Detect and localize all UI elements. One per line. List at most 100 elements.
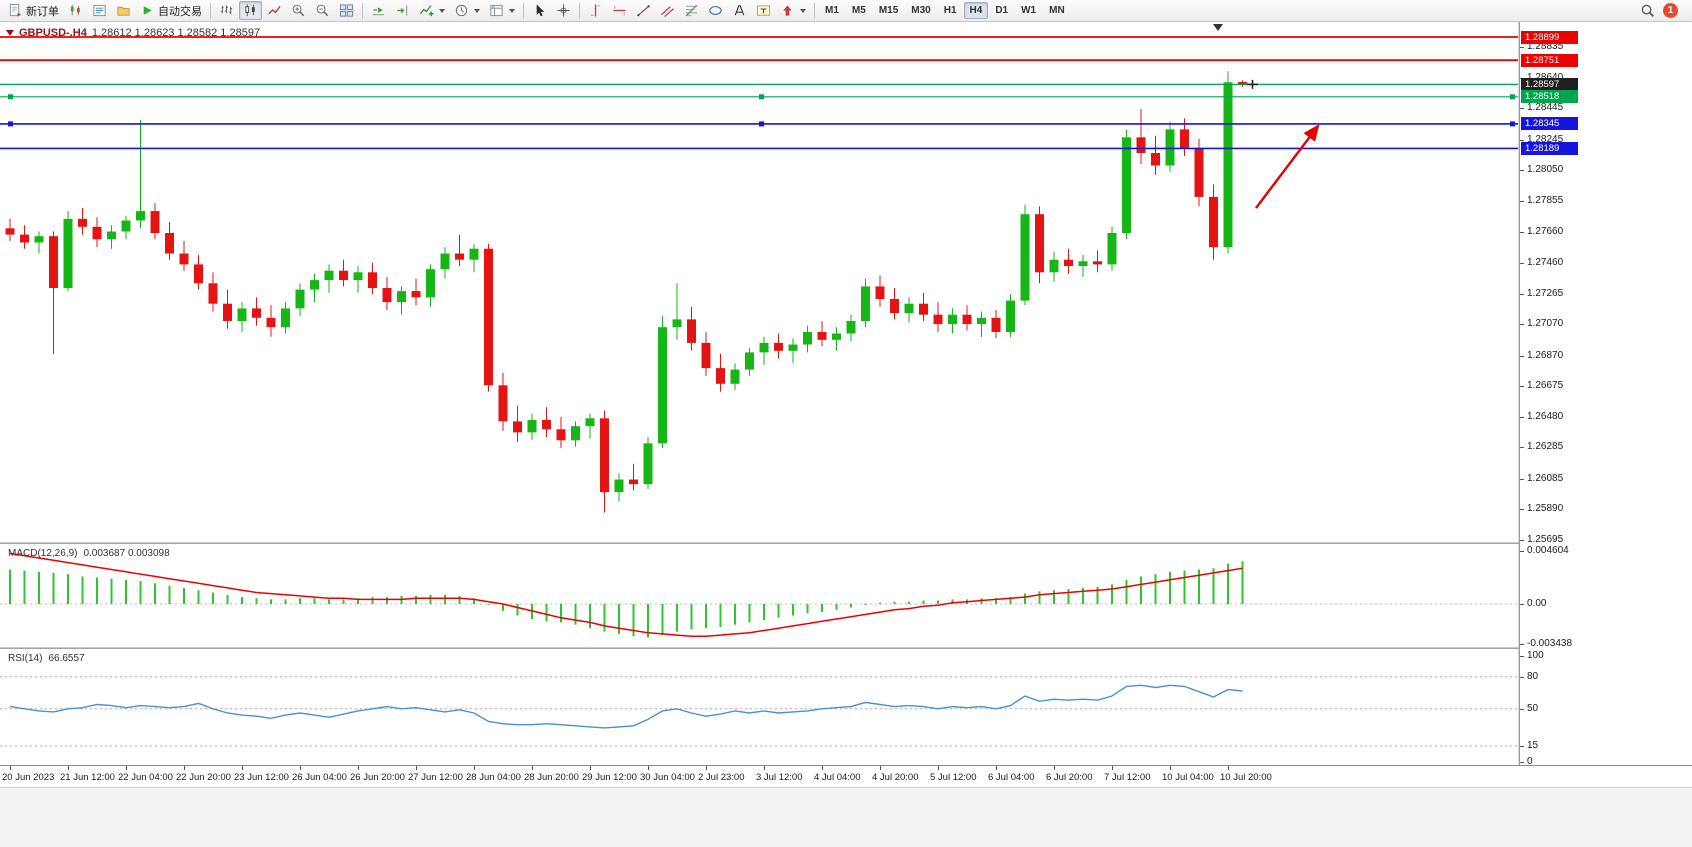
time-label: 5 Jul 12:00: [930, 772, 977, 783]
new-order-icon: [9, 3, 22, 17]
charts-button[interactable]: [64, 1, 87, 20]
timeframe-h4-button[interactable]: H4: [963, 2, 989, 19]
tile-windows-icon: [339, 4, 354, 17]
line-handle[interactable]: [8, 121, 13, 127]
templates-button[interactable]: [485, 1, 519, 20]
auto-trading-label: 自动交易: [158, 5, 202, 18]
price-tick-label: 1.28245: [1527, 133, 1564, 145]
time-tick-mark: [358, 766, 359, 770]
line-handle[interactable]: [759, 94, 764, 100]
axis-tick-mark: [1520, 762, 1524, 763]
templates-icon: [490, 4, 503, 17]
chevron-down-icon: [439, 8, 445, 13]
axis-tick-mark: [1520, 355, 1524, 357]
trend-arrow[interactable]: [1255, 124, 1320, 209]
auto-scroll-button[interactable]: [367, 1, 390, 20]
time-tick-mark: [1228, 766, 1229, 770]
cursor-button[interactable]: [528, 1, 551, 20]
timeframe-m15-button[interactable]: M15: [878, 5, 899, 16]
axis-tick-mark: [1520, 478, 1524, 480]
timeframe-mn-button[interactable]: MN: [1049, 5, 1065, 16]
zoom-out-button[interactable]: [311, 1, 334, 20]
line-handle[interactable]: [759, 121, 764, 127]
ohlc-values: 1.28612 1.28623 1.28582 1.28597: [91, 27, 261, 39]
pane-divider[interactable]: [0, 647, 1520, 649]
fibonacci-button[interactable]: [680, 1, 703, 20]
timeframe-d1-button[interactable]: D1: [995, 5, 1009, 16]
line-handle[interactable]: [1510, 121, 1515, 127]
rsi-header: RSI(14) 66.6557: [8, 653, 85, 664]
price-axis[interactable]: 1.28835 1.28640 1.28445 1.28245 1.28050 1.278…: [1520, 22, 1692, 767]
timeframe-m1-button[interactable]: M1: [825, 5, 839, 16]
arrows-button[interactable]: [776, 1, 810, 20]
new-order-button[interactable]: 新订单: [4, 1, 63, 20]
shapes-button[interactable]: [704, 1, 727, 20]
axis-tick-mark: [1520, 551, 1524, 552]
text-label-button[interactable]: [752, 1, 775, 20]
candlestick-chart-button[interactable]: [239, 1, 262, 20]
macd-axis-label: -0.003438: [1527, 637, 1573, 649]
periods-clock-icon: [455, 4, 468, 17]
line-chart-button[interactable]: [263, 1, 286, 20]
timeframe-w1-button[interactable]: W1: [1021, 5, 1037, 16]
axis-tick-mark: [1520, 139, 1524, 141]
tile-windows-button[interactable]: [335, 1, 358, 20]
time-tick-mark: [184, 766, 185, 770]
market-watch-button[interactable]: [88, 1, 111, 20]
time-tick-mark: [300, 766, 301, 770]
equidistant-channel-icon: [660, 6, 675, 18]
chart-shift-marker[interactable]: [1213, 24, 1223, 31]
price-tick-label: 1.27855: [1527, 194, 1564, 206]
zoom-in-icon: [292, 4, 305, 17]
auto-trading-button[interactable]: 自动交易: [136, 1, 206, 20]
periods-button[interactable]: [450, 1, 484, 20]
chevron-down-icon: [474, 8, 480, 13]
text-tool-button[interactable]: [728, 1, 751, 20]
equidistant-channel-button[interactable]: [656, 1, 679, 20]
price-tick-label: 1.28640: [1527, 72, 1563, 83]
timeframe-h1-button[interactable]: H1: [943, 5, 957, 16]
chart-window: GBPUSD-.H4 1.28612 1.28623 1.28582 1.285…: [0, 22, 1692, 847]
timeframe-m5-button[interactable]: M5: [851, 5, 866, 16]
price-line-label: 1.28345: [1521, 117, 1578, 131]
notifications-badge[interactable]: 1: [1663, 3, 1678, 18]
symbol-dropdown-icon[interactable]: [6, 30, 14, 36]
timeframe-m30-button[interactable]: M30: [911, 5, 931, 16]
cursor-icon: [536, 4, 545, 17]
zoom-in-button[interactable]: [287, 1, 310, 20]
price-tick-label: 1.26285: [1527, 441, 1564, 453]
horizontal-line-button[interactable]: [608, 1, 631, 20]
time-tick-mark: [1054, 766, 1055, 770]
price-tick-label: 1.25695: [1527, 534, 1564, 545]
time-axis[interactable]: 20 Jun 2023 21 Jun 12:00 22 Jun 04:00 22 Ju…: [0, 765, 1692, 787]
vertical-line-button[interactable]: [584, 1, 607, 20]
chart-canvas[interactable]: [0, 22, 1520, 765]
price-tick-label: 1.27070: [1527, 318, 1564, 330]
time-label: 26 Jun 20:00: [350, 772, 405, 783]
line-handle[interactable]: [8, 94, 13, 100]
chart-shift-button[interactable]: [391, 1, 414, 20]
chevron-down-icon: [800, 8, 806, 13]
rsi-axis-label: 100: [1527, 649, 1544, 661]
trendline-button[interactable]: [632, 1, 655, 20]
time-label: 3 Jul 12:00: [756, 772, 803, 783]
axis-tick-mark: [1520, 746, 1524, 747]
macd-signal-line: [9, 552, 1243, 637]
time-label: 26 Jun 04:00: [292, 772, 347, 783]
time-label: 22 Jun 20:00: [176, 772, 231, 783]
navigator-button[interactable]: [112, 1, 135, 20]
axis-tick-mark: [1520, 447, 1524, 449]
pane-divider[interactable]: [0, 542, 1520, 544]
bars-chart-button[interactable]: [215, 1, 238, 20]
auto-trading-icon: [143, 6, 152, 15]
macd-header: MACD(12,26,9) 0.003687 0.003098: [8, 548, 170, 559]
crosshair-button[interactable]: [552, 1, 575, 20]
time-tick-mark: [242, 766, 243, 770]
time-tick-mark: [10, 766, 11, 770]
line-handle[interactable]: [1510, 94, 1515, 100]
time-tick-mark: [126, 766, 127, 770]
indicators-button[interactable]: [415, 1, 449, 20]
indicators-icon: [419, 5, 434, 17]
search-icon[interactable]: [1640, 3, 1655, 18]
